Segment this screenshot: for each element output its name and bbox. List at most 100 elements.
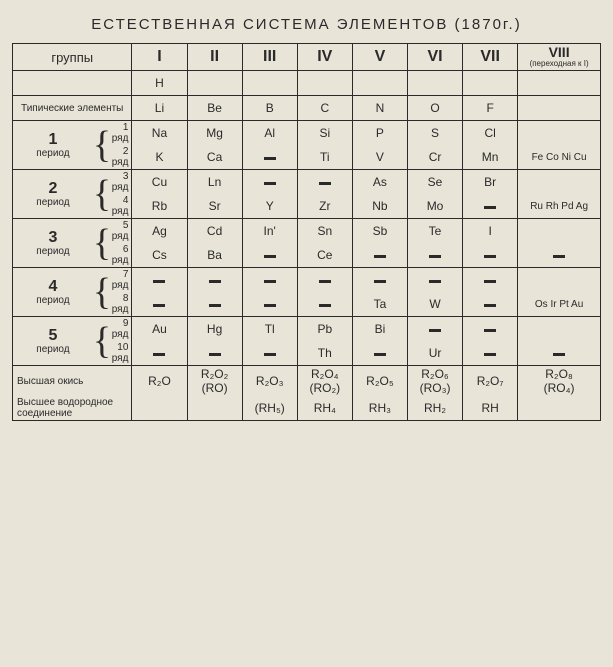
cell-dash <box>187 341 242 366</box>
cell-dash <box>187 268 242 293</box>
col-VIII-label: VIII <box>549 44 570 60</box>
hydride-V: RH₃ <box>352 396 407 421</box>
cell-Cd: Cd <box>187 219 242 244</box>
period-5-label: 5период <box>13 317 93 366</box>
cell-Na: Na <box>132 121 187 146</box>
row-hydride: Высшее водородное соединение (RH₅) RH₄ R… <box>13 396 601 421</box>
cell-Mg: Mg <box>187 121 242 146</box>
cell-K: K <box>132 145 187 170</box>
cell-dash <box>352 268 407 293</box>
cell-In: In' <box>242 219 297 244</box>
cell-Ce: Ce <box>297 243 352 268</box>
row-p4r7: 4период { 7ряд <box>13 268 601 293</box>
cell-Te: Te <box>407 219 462 244</box>
brace-icon: { <box>93 170 102 219</box>
cell-Ur: Ur <box>407 341 462 366</box>
cell-Cu: Cu <box>132 170 187 195</box>
oxide-V: R₂O₅ <box>352 366 407 397</box>
cell-Ca: Ca <box>187 145 242 170</box>
brace-icon: { <box>93 121 102 170</box>
brace-icon: { <box>93 317 102 366</box>
cell-Be: Be <box>187 96 242 121</box>
cell-P: P <box>352 121 407 146</box>
cell-dash <box>407 317 462 342</box>
hydride-III: (RH₅) <box>242 396 297 421</box>
cell-N: N <box>352 96 407 121</box>
cell-dash <box>518 341 601 366</box>
cell-dash <box>242 292 297 317</box>
cell-OsIrPtAu: Os Ir Pt Au <box>518 292 601 317</box>
cell-C: C <box>297 96 352 121</box>
oxide-VIII: R₂O₈(RO₄) <box>518 366 601 397</box>
cell-dash <box>242 243 297 268</box>
cell-O: O <box>407 96 462 121</box>
cell-dash <box>242 268 297 293</box>
cell-dash <box>463 194 518 219</box>
cell-W: W <box>407 292 462 317</box>
cell-dash <box>463 317 518 342</box>
cell-dash <box>297 170 352 195</box>
row-p3r5: 3период { 5ряд Ag Cd In' Sn Sb Te I <box>13 219 601 244</box>
cell-Th: Th <box>297 341 352 366</box>
cell-Ln: Ln <box>187 170 242 195</box>
cell-Cr: Cr <box>407 145 462 170</box>
oxide-VI: R₂O₆(RO₃) <box>407 366 462 397</box>
cell-Cs: Cs <box>132 243 187 268</box>
cell-Hg: Hg <box>187 317 242 342</box>
cell-dash <box>297 268 352 293</box>
cell-Sb: Sb <box>352 219 407 244</box>
cell-Al: Al <box>242 121 297 146</box>
cell-Tl: Tl <box>242 317 297 342</box>
col-II: II <box>187 44 242 71</box>
cell-Ba: Ba <box>187 243 242 268</box>
cell-Sn: Sn <box>297 219 352 244</box>
hydride-IV: RH₄ <box>297 396 352 421</box>
cell-Ta: Ta <box>352 292 407 317</box>
hydride-VII: RH <box>463 396 518 421</box>
cell-Ti: Ti <box>297 145 352 170</box>
col-IV: IV <box>297 44 352 71</box>
cell-dash <box>352 341 407 366</box>
row-p5r9: 5период { 9ряд Au Hg Tl Pb Bi <box>13 317 601 342</box>
typical-label: Типические элементы <box>13 96 132 121</box>
row-typical: Типические элементы Li Be B C N O F <box>13 96 601 121</box>
cell-Br: Br <box>463 170 518 195</box>
cell-Cl: Cl <box>463 121 518 146</box>
cell-H: H <box>132 71 187 96</box>
cell-Mn: Mn <box>463 145 518 170</box>
cell-Rb: Rb <box>132 194 187 219</box>
hydride-VI: RH₂ <box>407 396 462 421</box>
cell-dash <box>518 243 601 268</box>
cell-Au: Au <box>132 317 187 342</box>
brace-icon: { <box>93 219 102 268</box>
page-title: ЕСТЕСТВЕННАЯ СИСТЕМА ЭЛЕМЕНТОВ (1870г.) <box>12 16 601 33</box>
cell-RuRhPdAg: Ru Rh Pd Ag <box>518 194 601 219</box>
col-VIII-sub: (переходная к I) <box>520 60 598 69</box>
col-VI: VI <box>407 44 462 71</box>
col-I: I <box>132 44 187 71</box>
cell-Sr: Sr <box>187 194 242 219</box>
cell-Se: Se <box>407 170 462 195</box>
cell-Y: Y <box>242 194 297 219</box>
oxide-VII: R₂O₇ <box>463 366 518 397</box>
col-VII: VII <box>463 44 518 71</box>
cell-S: S <box>407 121 462 146</box>
cell-dash <box>242 170 297 195</box>
col-VIII: VIII (переходная к I) <box>518 44 601 71</box>
cell-Nb: Nb <box>352 194 407 219</box>
cell-Zr: Zr <box>297 194 352 219</box>
cell-dash <box>242 341 297 366</box>
cell-dash <box>132 341 187 366</box>
cell-Pb: Pb <box>297 317 352 342</box>
period-3-label: 3период <box>13 219 93 268</box>
row-oxide: Высшая окись R₂O R₂O₂(RO) R₂O₃ R₂O₄(RO₂)… <box>13 366 601 397</box>
cell-dash <box>463 341 518 366</box>
header-row: группы I II III IV V VI VII VIII (перехо… <box>13 44 601 71</box>
col-V: V <box>352 44 407 71</box>
periodic-table-1870: группы I II III IV V VI VII VIII (перехо… <box>12 43 601 421</box>
cell-Mo: Mo <box>407 194 462 219</box>
cell-I: I <box>463 219 518 244</box>
col-III: III <box>242 44 297 71</box>
cell-Si: Si <box>297 121 352 146</box>
row-H: H <box>13 71 601 96</box>
